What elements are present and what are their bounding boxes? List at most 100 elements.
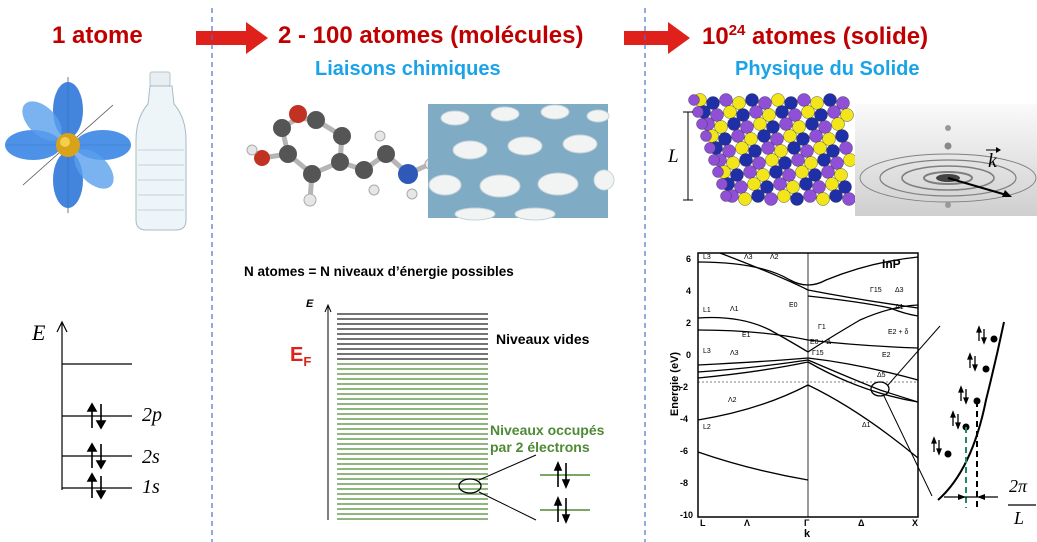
band-annotation: L1	[703, 307, 711, 314]
lattice-atom	[714, 120, 728, 134]
lattice-atom	[756, 168, 770, 182]
lattice-atom	[743, 165, 757, 179]
band-annotation: Δ1	[862, 422, 871, 429]
lattice-atom	[716, 178, 728, 190]
lattice-atom	[730, 168, 744, 182]
lattice-atom	[778, 156, 792, 170]
band-x-tick: Λ	[744, 518, 751, 528]
band-annotation: Γ1	[818, 324, 826, 331]
lattice-atom	[804, 156, 818, 170]
title-solid: 1024 atomes (solide)	[702, 22, 928, 51]
lattice-atom	[773, 177, 787, 191]
zoom-band-curve	[937, 321, 1005, 501]
lattice-atom	[790, 192, 804, 206]
lattice-atom	[734, 180, 748, 194]
lattice-atom	[831, 117, 845, 131]
lattice-atom	[757, 129, 771, 143]
lattice-atom	[688, 94, 700, 106]
level-label-2p: 2p	[142, 404, 162, 426]
lattice-atom	[765, 153, 779, 167]
band-x-tick: L	[700, 518, 706, 528]
lattice-atom	[782, 168, 796, 182]
title-solid-base: 10	[702, 23, 729, 50]
lattice-atom	[719, 93, 733, 107]
lattice-atom	[732, 96, 746, 110]
title-atom: 1 atome	[52, 22, 143, 49]
lattice-atom	[706, 96, 720, 110]
lattice-atom	[726, 156, 740, 170]
crystal-lattice-picture	[688, 93, 857, 206]
lattice-atom	[744, 132, 758, 146]
lattice-atom	[774, 144, 788, 158]
lattice-atom	[762, 108, 776, 122]
lattice-atom	[800, 144, 814, 158]
lattice-atom	[788, 108, 802, 122]
wave-vector-label: k	[988, 150, 997, 172]
lattice-atom	[823, 93, 837, 107]
lattice-atom	[796, 132, 810, 146]
band-annotation: L3	[703, 254, 711, 261]
lattice-atom	[760, 180, 774, 194]
orbital-picture	[5, 77, 131, 213]
lattice-atom	[720, 190, 732, 202]
band-annotation: Λ1	[730, 306, 739, 313]
lattice-atom	[821, 165, 835, 179]
lattice-atom	[829, 189, 843, 203]
band-annotation: E1	[742, 332, 751, 339]
lattice-atom	[751, 189, 765, 203]
atom-energy-axis-label: E	[32, 320, 46, 345]
band-x-tick: X	[912, 518, 919, 528]
lattice-atom	[761, 141, 775, 155]
lattice-atom	[830, 156, 844, 170]
molecule-levels-caption: N atomes = N niveaux d’énergie possibles	[244, 264, 514, 279]
band-annotation: Δ1	[895, 304, 904, 311]
occupied-levels-label-2: par 2 électrons	[490, 439, 590, 455]
lattice-atom	[758, 96, 772, 110]
lattice-atom	[708, 154, 720, 166]
band-y-tick: -6	[680, 446, 689, 456]
lattice-atom	[704, 142, 716, 154]
bottle-caps-picture	[428, 104, 615, 221]
lattice-atom	[838, 180, 852, 194]
lattice-atom	[817, 153, 831, 167]
lattice-atom	[753, 117, 767, 131]
lattice-atom	[736, 108, 750, 122]
fermi-level-sub: F	[303, 354, 312, 369]
empty-levels-label: Niveaux vides	[496, 331, 590, 347]
band-x-tick: Γ	[804, 518, 810, 528]
lattice-atom	[738, 192, 752, 206]
arrow-1-icon	[196, 22, 268, 54]
band-annotation: E2 + δ	[888, 329, 909, 336]
title-solid-exp: 24	[728, 22, 746, 39]
lattice-atom	[826, 144, 840, 158]
band-y-tick: -4	[680, 414, 689, 424]
band-annotation: E2	[882, 352, 891, 359]
lattice-atom	[801, 105, 815, 119]
band-y-tick: 0	[686, 350, 692, 360]
lattice-atom	[825, 177, 839, 191]
lattice-atom	[816, 192, 830, 206]
lattice-atom	[840, 108, 854, 122]
lattice-atom	[797, 93, 811, 107]
band-annotation: Λ2	[728, 397, 737, 404]
lattice-atom	[764, 192, 778, 206]
lattice-atom	[803, 189, 817, 203]
fermi-level-label: EF	[290, 344, 311, 369]
lattice-atom	[786, 180, 800, 194]
band-annotation: E0 + Δ	[810, 339, 832, 346]
arrow-2-icon	[624, 22, 690, 54]
lattice-atom	[791, 153, 805, 167]
lattice-atom	[784, 96, 798, 110]
lattice-atom	[822, 132, 836, 146]
lattice-atom	[747, 177, 761, 191]
lattice-atom	[735, 141, 749, 155]
lattice-atom	[792, 120, 806, 134]
lattice-atom	[813, 141, 827, 155]
lattice-atom	[779, 117, 793, 131]
